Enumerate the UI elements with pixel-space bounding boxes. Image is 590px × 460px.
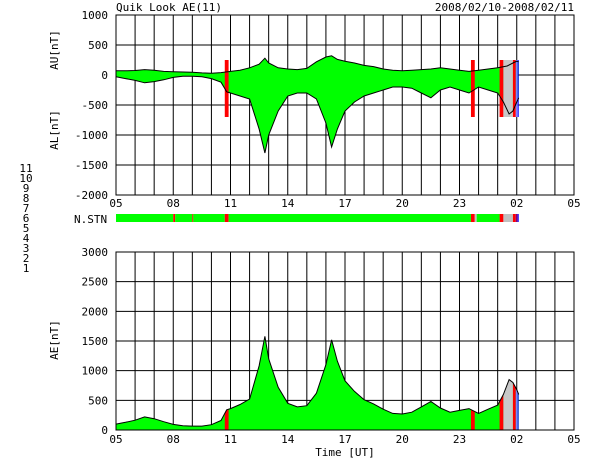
nstn-segment	[193, 214, 225, 222]
nstn-segment	[512, 214, 516, 222]
aual-y-tick-label: 1000	[82, 9, 109, 22]
nstn-legend-label: 2	[23, 252, 30, 265]
nstn-label: N.STN	[74, 213, 107, 226]
nstn-legend-label: 10	[19, 172, 32, 185]
au-line	[116, 55, 519, 74]
ae-x-tick-label: 05	[567, 433, 580, 446]
al-axis-label: AL[nT]	[48, 110, 61, 150]
ae-y-tick-label: 3000	[82, 246, 109, 259]
aual-x-tick-label: 11	[224, 197, 237, 210]
aual-frame	[115, 14, 575, 196]
aual-y-tick-label: -1000	[75, 129, 108, 142]
nstn-legend-label: 9	[23, 182, 30, 195]
nstn-segment	[116, 214, 174, 222]
ae-frame	[115, 251, 575, 431]
aual-x-tick-label: 05	[567, 197, 580, 210]
nstn-segment	[503, 214, 513, 222]
ae-line	[115, 336, 520, 427]
nstn-segment	[517, 214, 519, 222]
aual-y-tick-label: 500	[88, 39, 108, 52]
aual-station-marker	[503, 60, 513, 117]
nstn-segment	[499, 214, 504, 222]
ae-y-tick-label: 0	[101, 424, 108, 437]
ae-x-tick-label: 11	[224, 433, 237, 446]
time-axis-label: Time [UT]	[315, 446, 375, 459]
aual-x-tick-label: 20	[396, 197, 409, 210]
ae-area	[116, 336, 519, 430]
nstn-segment	[515, 214, 518, 222]
ae-y-tick-label: 1000	[82, 365, 109, 378]
nstn-legend-label: 8	[23, 192, 30, 205]
ae-axis-label: AE[nT]	[48, 320, 61, 360]
ae-x-tick-label: 02	[510, 433, 523, 446]
aual-x-tick-label: 02	[510, 197, 523, 210]
ae-y-tick-label: 1500	[82, 335, 109, 348]
nstn-segment	[470, 214, 475, 222]
aual-x-tick-label: 23	[453, 197, 466, 210]
nstn-segment	[175, 214, 193, 222]
ae-x-tick-label: 17	[338, 433, 351, 446]
nstn-legend-label: 3	[23, 242, 30, 255]
aual-station-marker	[512, 60, 516, 117]
nstn-legend-label: 1	[23, 262, 30, 275]
ae-x-tick-label: 14	[281, 433, 295, 446]
aual-x-tick-label: 08	[167, 197, 180, 210]
aual-x-tick-label: 17	[338, 197, 351, 210]
nstn-legend-label: 5	[23, 222, 30, 235]
aual-y-tick-label: -500	[82, 99, 109, 112]
aual-y-tick-label: -2000	[75, 189, 108, 202]
ae-x-tick-label: 20	[396, 433, 409, 446]
chart-title: Quik Look AE(11)	[116, 1, 222, 14]
ae-x-tick-label: 05	[109, 433, 122, 446]
al-line	[115, 75, 520, 154]
aual-x-tick-label: 14	[281, 197, 295, 210]
nstn-segment	[476, 214, 500, 222]
aual-y-tick-label: -1500	[75, 159, 108, 172]
aual-station-marker	[517, 60, 519, 117]
nstn-legend-label: 6	[23, 212, 30, 225]
nstn-legend-label: 4	[23, 232, 30, 245]
aual-station-marker	[499, 60, 504, 117]
nstn-segment	[474, 214, 477, 222]
aual-station-marker	[515, 60, 518, 117]
nstn-legend-label: 7	[23, 202, 30, 215]
aual-y-tick-label: 0	[101, 69, 108, 82]
ae-x-tick-label: 08	[167, 433, 180, 446]
aual-station-marker	[224, 60, 229, 117]
ae-y-tick-label: 2500	[82, 276, 109, 289]
ae-y-tick-label: 500	[88, 394, 108, 407]
nstn-segment	[173, 214, 176, 222]
aual-station-marker	[470, 60, 475, 117]
ae-x-tick-label: 23	[453, 433, 466, 446]
nstn-legend-label: 11	[19, 162, 32, 175]
au-axis-label: AU[nT]	[48, 30, 61, 70]
date-range: 2008/02/10-2008/02/11	[435, 1, 574, 14]
aual-x-tick-label: 05	[109, 197, 122, 210]
nstn-segment	[228, 214, 471, 222]
ae-y-tick-label: 2000	[82, 305, 109, 318]
nstn-segment	[192, 214, 194, 222]
nstn-segment	[224, 214, 229, 222]
